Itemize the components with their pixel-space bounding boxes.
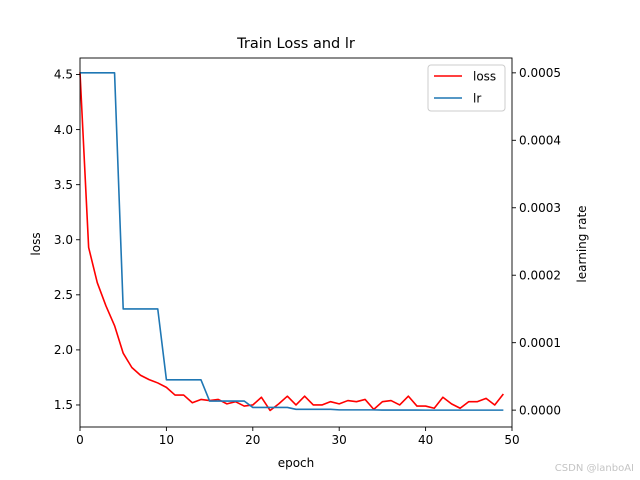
y2-axis-label: learning rate: [575, 205, 589, 282]
y2-tick-label: 0.0000: [519, 403, 561, 417]
plot-frame: [79, 57, 513, 428]
x-tick-label: 30: [332, 433, 347, 447]
legend: loss lr: [427, 64, 506, 112]
x-axis-label: epoch: [278, 456, 315, 470]
y2-tick-label: 0.0005: [519, 66, 561, 80]
y-tick-label: 2.0: [54, 343, 73, 357]
series-layer: [79, 72, 504, 412]
y-tick-label: 2.5: [54, 288, 73, 302]
y-tick-label: 4.0: [54, 123, 73, 137]
x-tick-label: 10: [159, 433, 174, 447]
watermark: CSDN @lanboAI: [554, 463, 634, 474]
x-tick-label: 0: [76, 433, 84, 447]
x-tick-label: 40: [418, 433, 433, 447]
chart-title: Train Loss and lr: [236, 36, 355, 52]
series-line-loss: [79, 72, 504, 412]
y-tick-label: 3.0: [54, 233, 73, 247]
x-tick-label: 20: [245, 433, 260, 447]
x-tick-label: 50: [504, 433, 519, 447]
y2-tick-label: 0.0002: [519, 268, 561, 282]
y2-tick-label: 0.0004: [519, 133, 561, 147]
series-line-lr: [80, 72, 504, 411]
axes-layer: 0 10 20 30 40 50 1.5 2.0 2.5 3.0 3.5 4.0 4.5 0.0000 0.…: [54, 57, 561, 447]
legend-label-loss: loss: [473, 69, 496, 83]
y-tick-label: 4.5: [54, 68, 73, 82]
legend-label-lr: lr: [473, 91, 481, 105]
y-tick-label: 1.5: [54, 398, 73, 412]
y2-tick-label: 0.0001: [519, 336, 561, 350]
y2-tick-label: 0.0003: [519, 201, 561, 215]
y-tick-label: 3.5: [54, 178, 73, 192]
y-axis-label: loss: [29, 232, 43, 255]
